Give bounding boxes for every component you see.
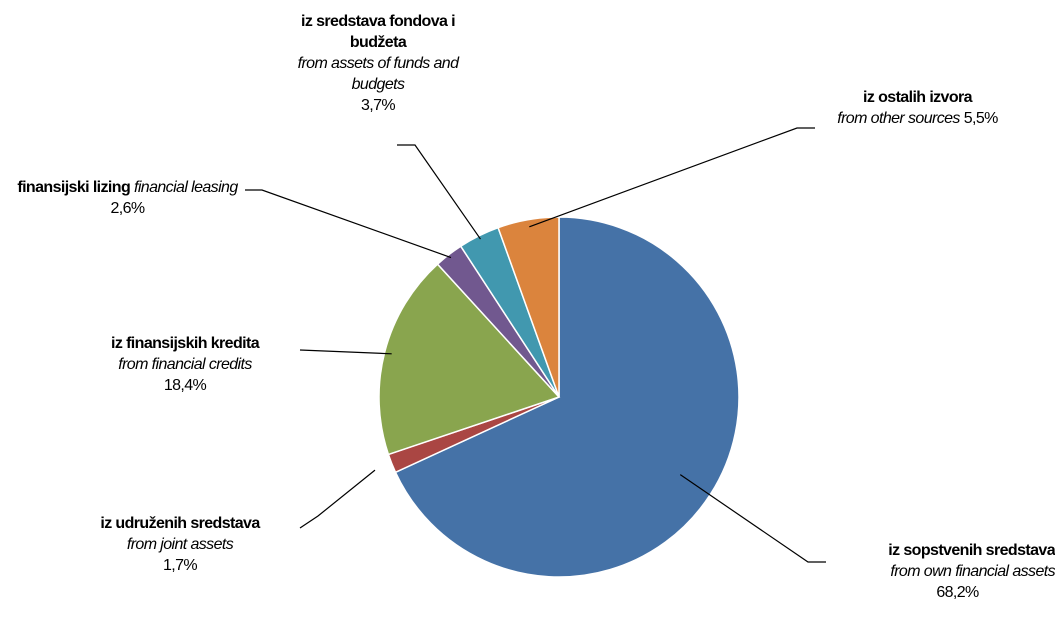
label-own-value: 68,2% bbox=[936, 584, 979, 601]
label-leasing-name-en: financial leasing bbox=[133, 179, 238, 196]
label-funds-name-en: from assets of funds and budgets bbox=[297, 55, 459, 93]
label-own-name-en: from own financial assets bbox=[890, 563, 1055, 580]
label-credits-value: 18,4% bbox=[163, 377, 207, 394]
label-joint: iz udruženih sredstava from joint assets… bbox=[60, 513, 300, 576]
label-credits-name-en: from financial credits bbox=[118, 356, 252, 373]
label-leasing-value: 2,6% bbox=[110, 200, 145, 217]
label-funds-name: iz sredstava fondova i budžeta bbox=[301, 13, 456, 51]
label-credits: iz finansijskih kredita from financial c… bbox=[70, 333, 300, 396]
label-other: iz ostalih izvora from other sources 5,5… bbox=[795, 87, 1040, 129]
label-leasing-name: finansijski lizing bbox=[17, 179, 131, 196]
leader-lines bbox=[245, 127, 826, 563]
leader-line-other bbox=[529, 127, 815, 228]
label-joint-value: 1,7% bbox=[162, 557, 198, 574]
label-other-value: 5,5% bbox=[963, 110, 999, 127]
label-other-name: iz ostalih izvora bbox=[863, 89, 973, 106]
leader-line-funds bbox=[397, 144, 481, 240]
label-funds-value: 3,7% bbox=[360, 97, 396, 114]
label-joint-name-en: from joint assets bbox=[126, 536, 234, 553]
label-leasing: finansijski lizing financial leasing 2,6… bbox=[5, 177, 250, 219]
label-own-name: iz sopstvenih sredstava bbox=[888, 542, 1055, 559]
leader-line-leasing bbox=[245, 189, 452, 259]
label-own: iz sopstvenih sredstava from own financi… bbox=[800, 540, 1055, 603]
leader-line-own bbox=[679, 474, 826, 563]
label-funds: iz sredstava fondova i budžeta from asse… bbox=[278, 11, 478, 116]
pie-slices bbox=[378, 216, 740, 578]
label-other-name-en: from other sources bbox=[837, 110, 960, 127]
label-credits-name: iz finansijskih kredita bbox=[110, 335, 260, 352]
leader-line-joint bbox=[299, 469, 376, 529]
pie-slice-credits bbox=[378, 263, 561, 456]
pie-slice-other bbox=[497, 216, 560, 398]
label-joint-name: iz udruženih sredstava bbox=[100, 515, 260, 532]
pie-slice-own bbox=[394, 216, 740, 578]
leader-line-credits bbox=[299, 349, 392, 355]
